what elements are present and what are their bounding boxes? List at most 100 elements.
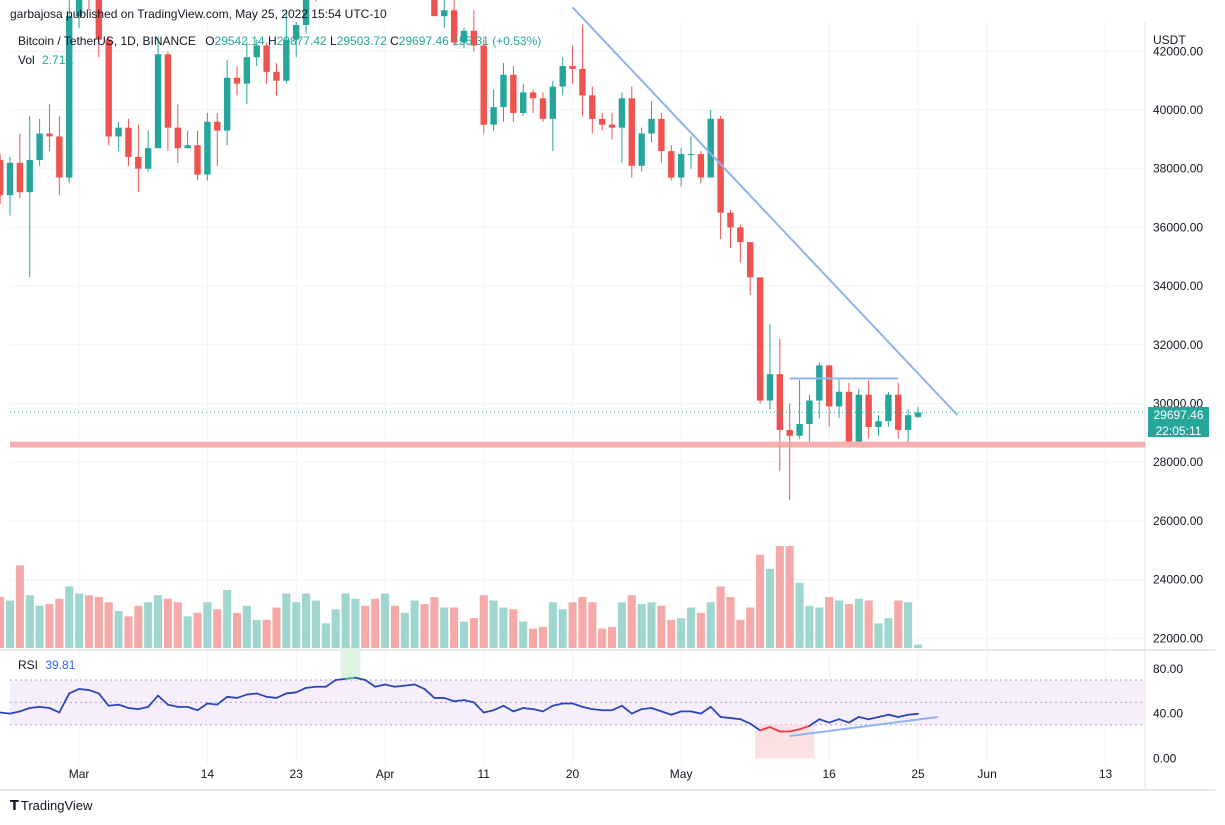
volume-bar	[341, 593, 350, 648]
volume-bar	[509, 609, 518, 648]
candle-down	[273, 71, 280, 81]
candle-up	[855, 394, 862, 442]
volume-bar	[282, 593, 291, 648]
candle-down	[470, 30, 478, 46]
rsi-line-segment	[581, 705, 594, 711]
symbol-name[interactable]: Bitcoin / TetherUS, 1D, BINANCE	[18, 34, 196, 48]
rsi-line-segment	[848, 716, 860, 724]
volume-bar	[45, 604, 54, 648]
volume-bar	[232, 612, 242, 648]
candle-up	[687, 154, 695, 156]
volume-bar	[617, 602, 626, 648]
candle-up	[500, 74, 507, 108]
volume-bar	[15, 565, 24, 648]
candle-down	[16, 162, 24, 193]
candle-up	[204, 121, 211, 175]
rsi-overbought-fill	[350, 646, 361, 680]
rsi-line-segment	[808, 718, 821, 727]
time-tick-label: 14	[201, 767, 215, 781]
candle-up	[293, 24, 300, 40]
low-value: 29503.72	[336, 34, 387, 48]
candle-up	[766, 374, 774, 401]
volume-bar	[213, 609, 222, 648]
volume-bar	[913, 644, 923, 648]
support-line	[10, 441, 1145, 448]
volume-bar	[775, 546, 784, 648]
rsi-line-segment	[512, 707, 525, 713]
volume-bar	[311, 600, 321, 648]
volume-bar	[785, 546, 794, 648]
rsi-line-segment	[275, 692, 288, 699]
volume-bar	[144, 602, 153, 648]
time-tick-label: 23	[290, 767, 304, 781]
rsi-line-segment	[798, 725, 811, 731]
candle-up	[441, 10, 448, 17]
grid-layer	[0, 22, 1215, 791]
candle-up	[677, 154, 685, 178]
rsi-line-segment	[650, 707, 663, 713]
volume-bar	[173, 602, 182, 648]
volume-bar	[627, 595, 636, 648]
volume-bar	[371, 598, 380, 648]
rsi-line-segment	[127, 707, 140, 711]
rsi-line-segment	[502, 704, 515, 713]
candle-up	[115, 127, 122, 137]
candle-down	[756, 277, 764, 401]
volume-bar	[825, 597, 834, 648]
candle-up	[223, 77, 231, 131]
candle-up	[144, 148, 152, 169]
candle-down	[668, 151, 675, 178]
candle-up	[638, 133, 645, 166]
rsi-oversold-fill	[784, 724, 795, 759]
candle-down	[194, 145, 201, 175]
candle-down	[845, 391, 853, 442]
candle-down	[214, 121, 221, 131]
rsi-line-segment	[255, 692, 268, 698]
rsi-line-segment	[857, 716, 870, 721]
rsi-line-segment	[364, 679, 377, 688]
rsi-line-segment	[374, 683, 386, 688]
price-tick-label: 36000.00	[1153, 220, 1203, 234]
rsi-line-segment	[78, 688, 90, 691]
rsi-line-segment	[305, 685, 317, 689]
rsi-line-segment	[38, 705, 51, 709]
high-value: 29877.42	[276, 34, 327, 48]
candle-down	[776, 374, 784, 430]
candle-up	[835, 391, 843, 407]
price-tick-label: 34000.00	[1153, 279, 1203, 293]
volume-bar	[55, 598, 64, 648]
volume-bar	[124, 616, 133, 648]
volume-bar	[736, 619, 745, 648]
candle-down	[105, 39, 112, 137]
rsi-oversold-fill	[755, 724, 766, 759]
drawing-layer	[10, 6, 1145, 448]
candle-up	[253, 45, 260, 58]
volume-bar	[854, 598, 863, 648]
candle-down	[628, 98, 635, 166]
volume-bar	[469, 618, 478, 648]
rsi-line-segment	[344, 676, 357, 680]
volume-bar	[894, 600, 903, 648]
volume-bar	[479, 595, 488, 648]
rsi-label: RSI	[18, 658, 39, 672]
rsi-tick-label: 0.00	[1153, 751, 1177, 765]
tradingview-logo-icon: 𝗧	[10, 798, 19, 813]
volume-bar	[420, 604, 429, 648]
volume-bar	[864, 600, 873, 648]
candle-down	[164, 54, 172, 128]
price-tick-label: 30000.00	[1153, 396, 1203, 410]
rsi-legend: RSI 39.81	[18, 658, 75, 672]
volume-bar	[538, 626, 548, 648]
candle-down	[747, 242, 754, 278]
time-tick-label: 16	[822, 767, 836, 781]
volume-bar	[519, 621, 528, 648]
volume-bar	[440, 607, 449, 648]
tradingview-logo[interactable]: 𝗧 TradingView	[10, 798, 92, 814]
volume-bar	[677, 618, 686, 648]
rsi-line-segment	[709, 705, 722, 718]
candle-down	[95, 0, 103, 40]
volume-bar	[361, 605, 370, 648]
volume-bar	[805, 605, 814, 648]
volume-bar	[331, 609, 340, 648]
